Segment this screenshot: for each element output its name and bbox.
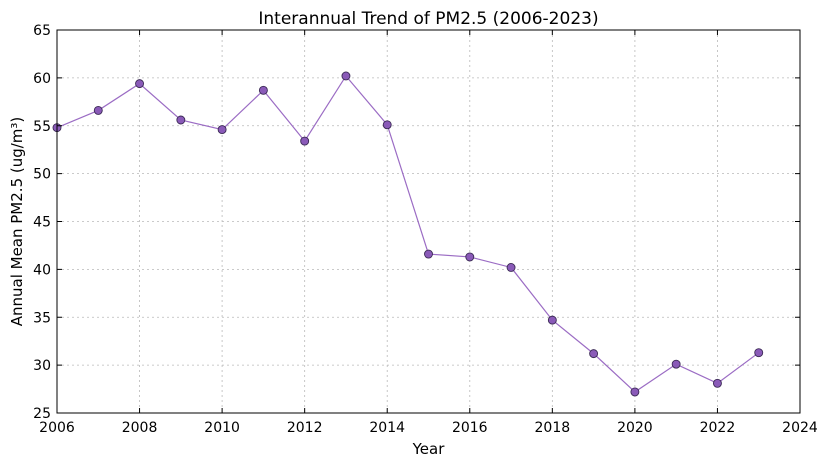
- series-layer: [52, 71, 764, 397]
- data-point: [671, 359, 681, 369]
- y-tick-label: 65: [33, 23, 51, 39]
- x-tick-label: 2014: [369, 420, 405, 436]
- x-axis-title: Year: [412, 440, 446, 458]
- data-point: [589, 349, 599, 359]
- data-point: [217, 125, 227, 135]
- y-tick-label: 50: [33, 167, 51, 183]
- data-point: [300, 136, 310, 146]
- y-tick-label: 35: [33, 310, 51, 326]
- y-axis: 25 30 35 40 45 50 55 60 65: [33, 23, 800, 422]
- x-tick-label: 2008: [122, 420, 158, 436]
- data-point: [135, 79, 145, 89]
- y-tick-label: 60: [33, 71, 51, 87]
- data-point: [93, 105, 103, 115]
- x-axis: 2006 2008 2010 2012 2014 2016 2018 2020 2022 2024: [39, 30, 818, 436]
- data-point: [341, 71, 351, 81]
- x-tick-label: 2018: [535, 420, 571, 436]
- y-tick-label: 45: [33, 215, 51, 231]
- x-tick-label: 2016: [452, 420, 488, 436]
- series-line: [56, 74, 760, 393]
- x-tick-label: 2010: [204, 420, 240, 436]
- data-point: [547, 315, 557, 325]
- data-point: [382, 120, 392, 130]
- data-point: [754, 348, 764, 358]
- data-point: [506, 263, 516, 272]
- y-tick-label: 40: [33, 262, 51, 278]
- x-tick-label: 2022: [700, 420, 736, 436]
- grid: [57, 30, 800, 413]
- y-axis-title: Annual Mean PM2.5 (ug/m³): [8, 117, 26, 327]
- x-tick-label: 2012: [287, 420, 323, 436]
- data-point: [176, 115, 186, 125]
- y-tick-label: 30: [33, 358, 51, 374]
- y-tick-label: 55: [33, 119, 51, 135]
- x-tick-label: 2006: [39, 420, 75, 436]
- data-point: [465, 252, 475, 262]
- chart-title: Interannual Trend of PM2.5 (2006-2023): [258, 9, 598, 29]
- data-point: [712, 378, 722, 388]
- data-point: [630, 387, 640, 397]
- x-tick-label: 2020: [617, 420, 653, 436]
- x-tick-label: 2024: [782, 420, 818, 436]
- y-tick-label: 25: [33, 406, 51, 422]
- data-point: [258, 85, 268, 95]
- data-point: [424, 249, 433, 259]
